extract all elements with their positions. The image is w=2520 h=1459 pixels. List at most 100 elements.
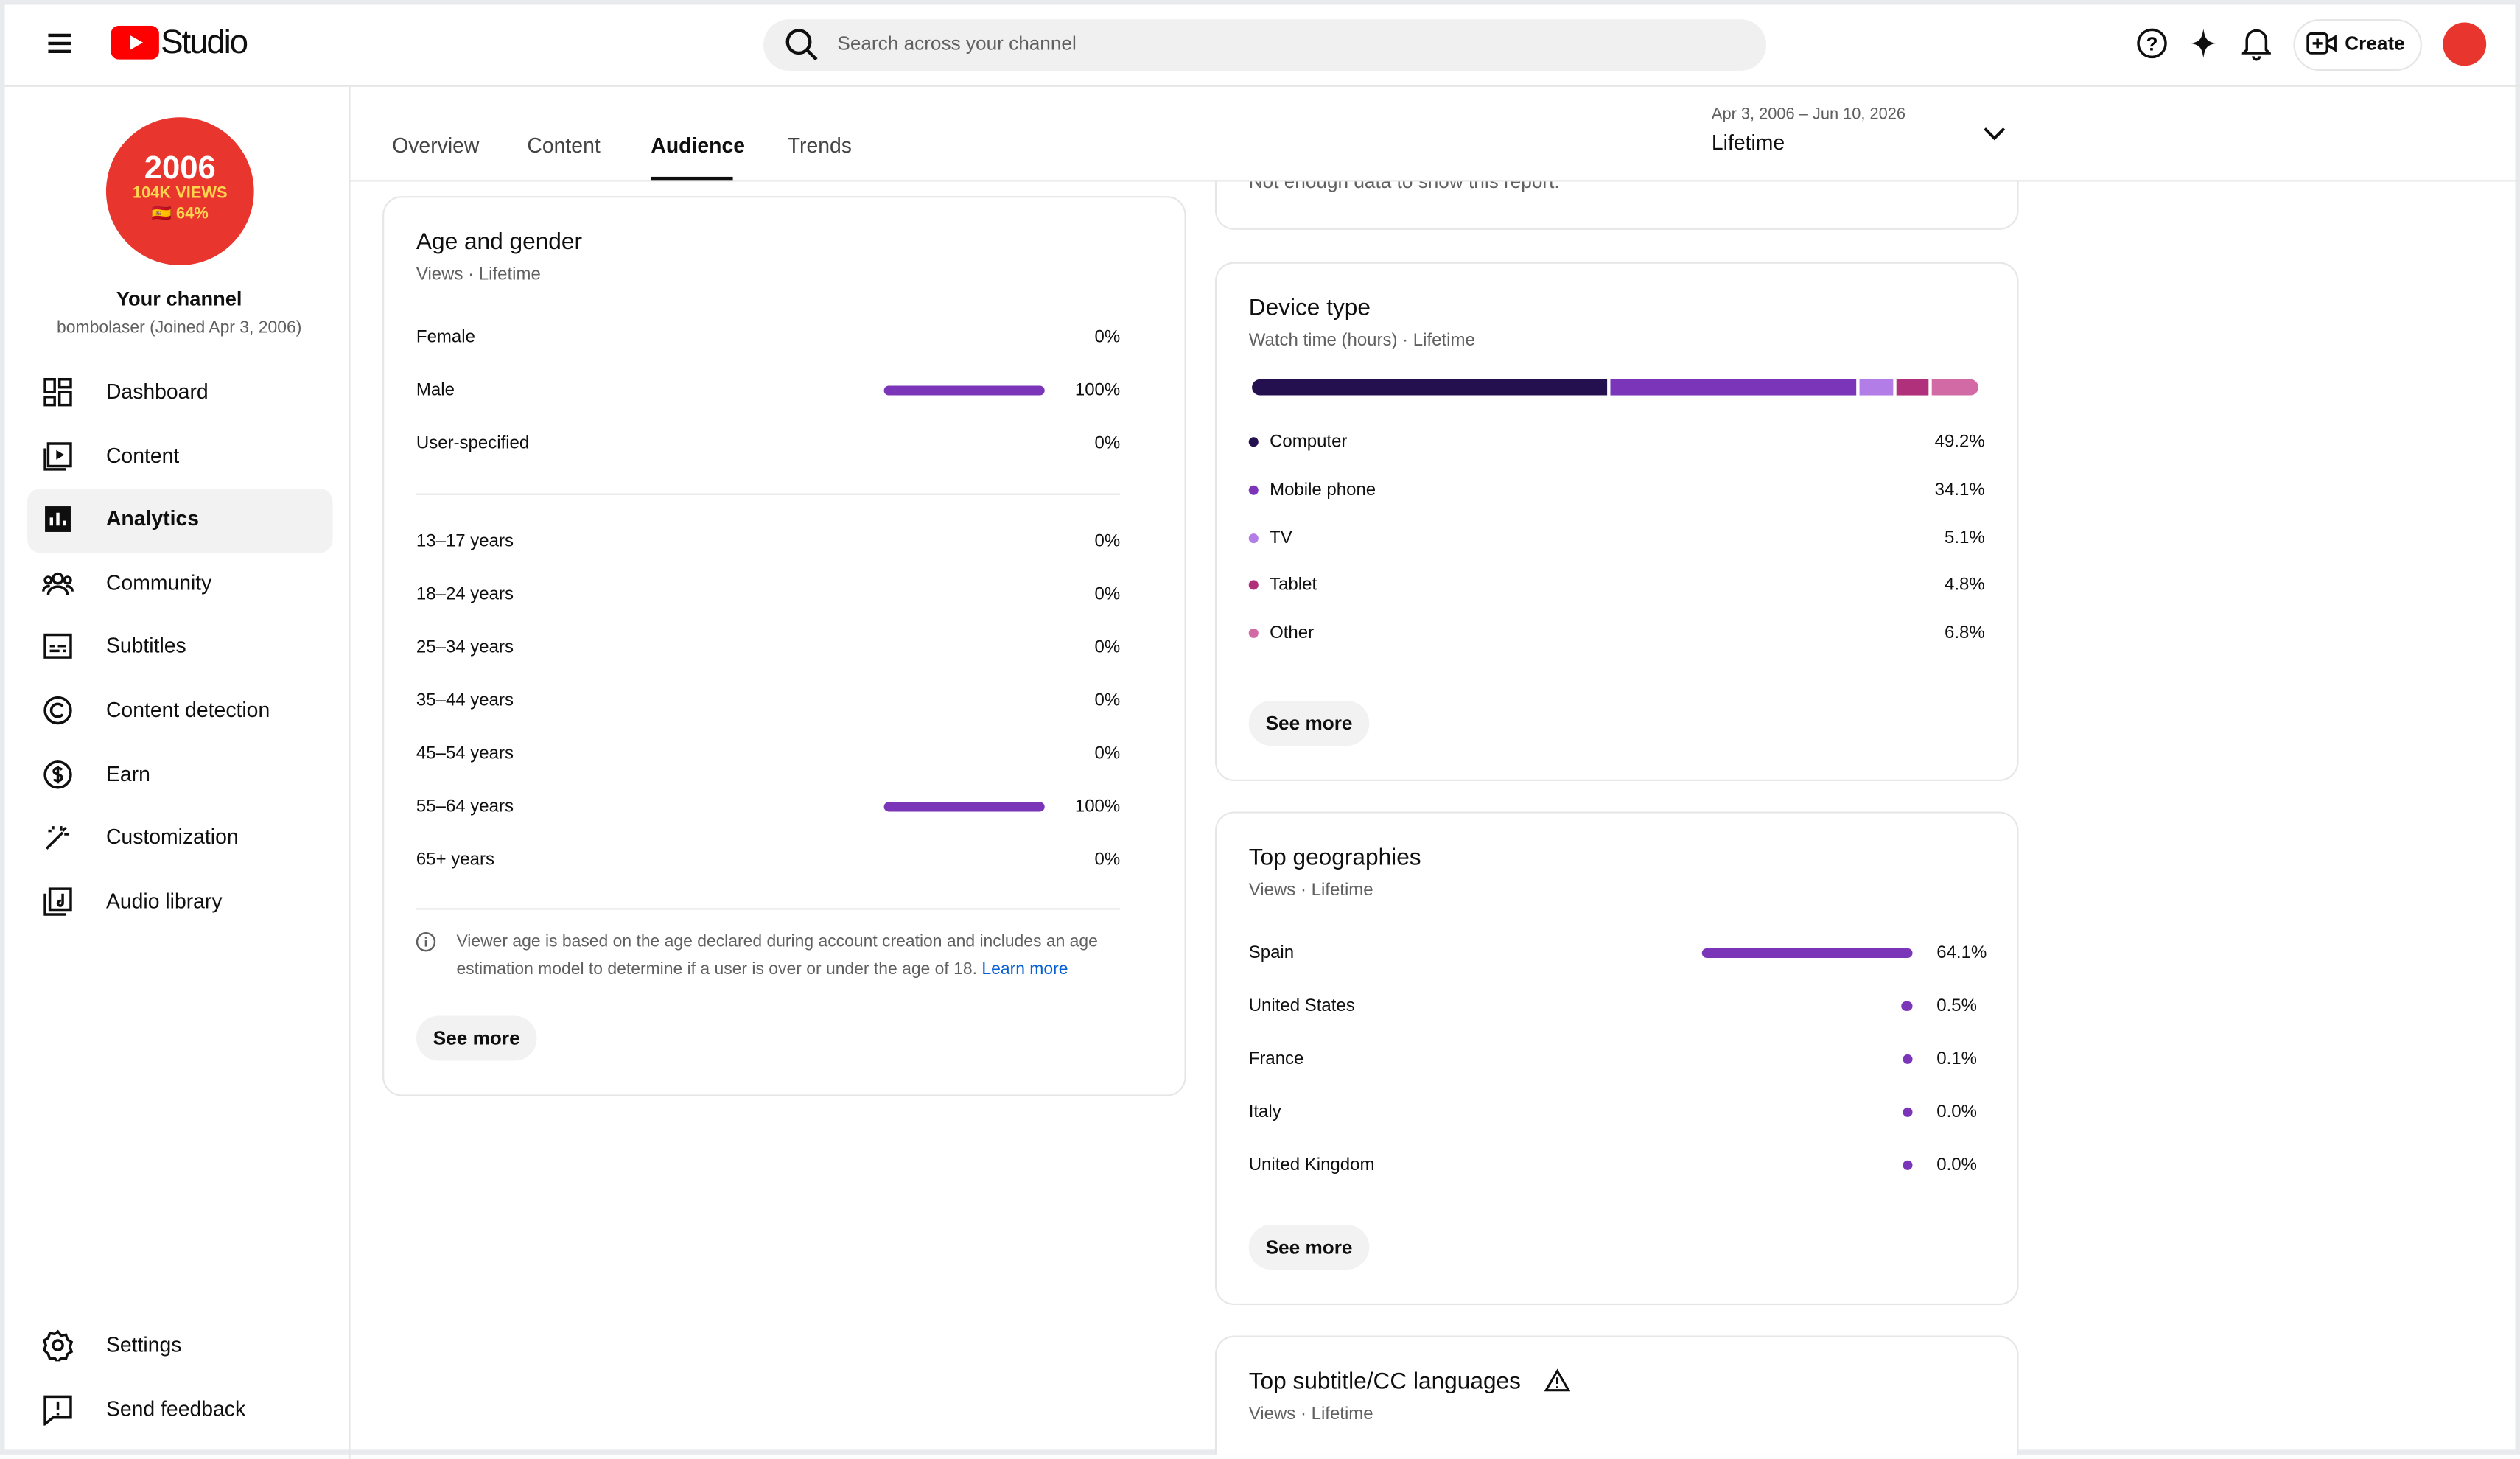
bar	[883, 385, 1045, 396]
create-icon[interactable]	[2306, 30, 2339, 56]
row-label: 25–34 years	[416, 637, 514, 658]
nav-item[interactable]: Settings	[105, 1332, 182, 1357]
avatar-text: 2006	[144, 151, 216, 187]
bar	[1903, 1054, 1913, 1064]
card-subtitle: Watch time (hours) · Lifetime	[1248, 331, 1475, 351]
search-icon[interactable]	[784, 27, 819, 63]
nav-icon[interactable]	[42, 886, 74, 918]
date-range-chevron[interactable]	[1981, 122, 2007, 145]
nav-icon[interactable]	[42, 1393, 74, 1426]
row-value: 0.0%	[1936, 1102, 1977, 1122]
row-value: 0%	[1094, 584, 1121, 605]
nav-item[interactable]: Content	[105, 443, 180, 468]
row-label: United States	[1248, 996, 1355, 1016]
date-range-dates[interactable]: Apr 3, 2006 – Jun 10, 2026	[1711, 105, 1906, 124]
header	[4, 5, 2520, 87]
bar	[883, 802, 1045, 812]
nav-icon[interactable]	[42, 822, 74, 854]
warning-icon[interactable]	[1544, 1368, 1570, 1393]
row-value: 0.5%	[1936, 996, 1977, 1016]
nav-item[interactable]: Subtitles	[105, 633, 186, 658]
nav-icon[interactable]	[42, 567, 74, 600]
nav-icon[interactable]	[42, 694, 74, 727]
tab[interactable]: Trends	[787, 133, 852, 158]
see-more-button[interactable]: See more	[1248, 700, 1370, 746]
row-label: United Kingdom	[1248, 1155, 1375, 1175]
nav-icon[interactable]	[42, 441, 74, 473]
legend-dot	[1248, 628, 1259, 638]
row-value: 0%	[1094, 637, 1121, 658]
logo-icon[interactable]	[111, 25, 159, 60]
nav-item[interactable]: Audio library	[105, 889, 223, 913]
content-area: Not enough data to show this report. Age…	[350, 181, 2520, 1455]
notifications-icon[interactable]	[2241, 26, 2271, 61]
see-more-button[interactable]: See more	[416, 1015, 537, 1061]
card-title: Device type	[1248, 295, 1371, 322]
age-gender-card: Age and gender Views · Lifetime Female 0% Ma…	[382, 196, 1186, 1096]
nav-item[interactable]: Content detection	[105, 697, 270, 722]
row-label: Female	[416, 327, 475, 348]
nav-item[interactable]: Customization	[105, 824, 239, 849]
card-subtitle: Views · Lifetime	[1248, 881, 1373, 900]
create-button[interactable]	[2293, 19, 2422, 71]
row-label: Spain	[1248, 943, 1295, 963]
tab[interactable]: Content	[527, 133, 601, 158]
search-placeholder[interactable]: Search across your channel	[837, 32, 1077, 55]
nav-item[interactable]: Dashboard	[105, 379, 209, 404]
nav-icon[interactable]	[42, 1329, 74, 1362]
row-value: 100%	[1074, 797, 1121, 817]
nav-icon[interactable]	[42, 758, 74, 791]
row-value: 5.1%	[1944, 528, 1985, 547]
see-more-button[interactable]: See more	[1248, 1225, 1370, 1270]
nav-icon[interactable]	[42, 503, 74, 536]
row-value: 0%	[1094, 744, 1121, 764]
nav-icon[interactable]	[42, 376, 74, 408]
date-range-label[interactable]: Lifetime	[1711, 130, 1785, 155]
top-geographies-card: Top geographies Views · Lifetime Spain 64.1…	[1214, 811, 2019, 1306]
bar	[1903, 1107, 1913, 1117]
divider	[416, 493, 1121, 495]
row-value: 0%	[1094, 850, 1121, 870]
row-value: 0%	[1094, 327, 1121, 348]
logo-text[interactable]: Studio	[161, 24, 248, 61]
device-bar-segment	[1611, 379, 1857, 396]
row-value: 100%	[1074, 380, 1121, 401]
spark-icon[interactable]	[2189, 27, 2218, 60]
bar	[1901, 1001, 1913, 1011]
row-label: 35–44 years	[416, 690, 514, 711]
row-label: 65+ years	[416, 850, 494, 870]
help-icon[interactable]: ?	[2136, 27, 2169, 60]
device-bar-segment	[1859, 379, 1894, 396]
create-label[interactable]: Create	[2345, 32, 2405, 55]
row-value: 34.1%	[1934, 480, 1985, 500]
nav-item[interactable]: Earn	[105, 761, 150, 786]
nav-item[interactable]: Send feedback	[105, 1396, 246, 1421]
sidebar	[5, 86, 351, 1459]
card-subtitle: Views · Lifetime	[416, 265, 541, 285]
card-title: Age and gender	[416, 229, 583, 256]
nav-item[interactable]: Community	[105, 570, 212, 595]
previous-card: Not enough data to show this report.	[1214, 181, 2019, 230]
card-subtitle: Views · Lifetime	[1248, 1404, 1373, 1424]
nav-item[interactable]: Analytics	[105, 506, 200, 531]
note-text: Viewer age is based on the age declared …	[456, 932, 1098, 979]
menu-icon[interactable]	[45, 29, 74, 57]
bar	[1903, 1160, 1913, 1170]
row-value: 49.2%	[1934, 432, 1985, 452]
tabs-divider	[350, 180, 2520, 182]
tab[interactable]: Audience	[651, 133, 745, 158]
row-label: 55–64 years	[416, 797, 514, 817]
account-avatar[interactable]	[2443, 22, 2487, 66]
svg-text:?: ?	[2146, 33, 2158, 55]
nav-icon[interactable]	[42, 630, 74, 662]
learn-more-link[interactable]: Learn more	[981, 959, 1068, 979]
row-label: France	[1248, 1049, 1304, 1069]
search-box[interactable]	[763, 19, 1767, 71]
card-title: Top geographies	[1248, 845, 1421, 872]
channel-avatar[interactable]: 2006 104K VIEWS 🇪🇸 64%	[105, 117, 254, 265]
avatar-text: 🇪🇸 64%	[151, 206, 209, 224]
tab[interactable]: Overview	[392, 133, 480, 158]
row-label: Tablet	[1270, 575, 1317, 595]
row-label: 13–17 years	[416, 531, 514, 552]
